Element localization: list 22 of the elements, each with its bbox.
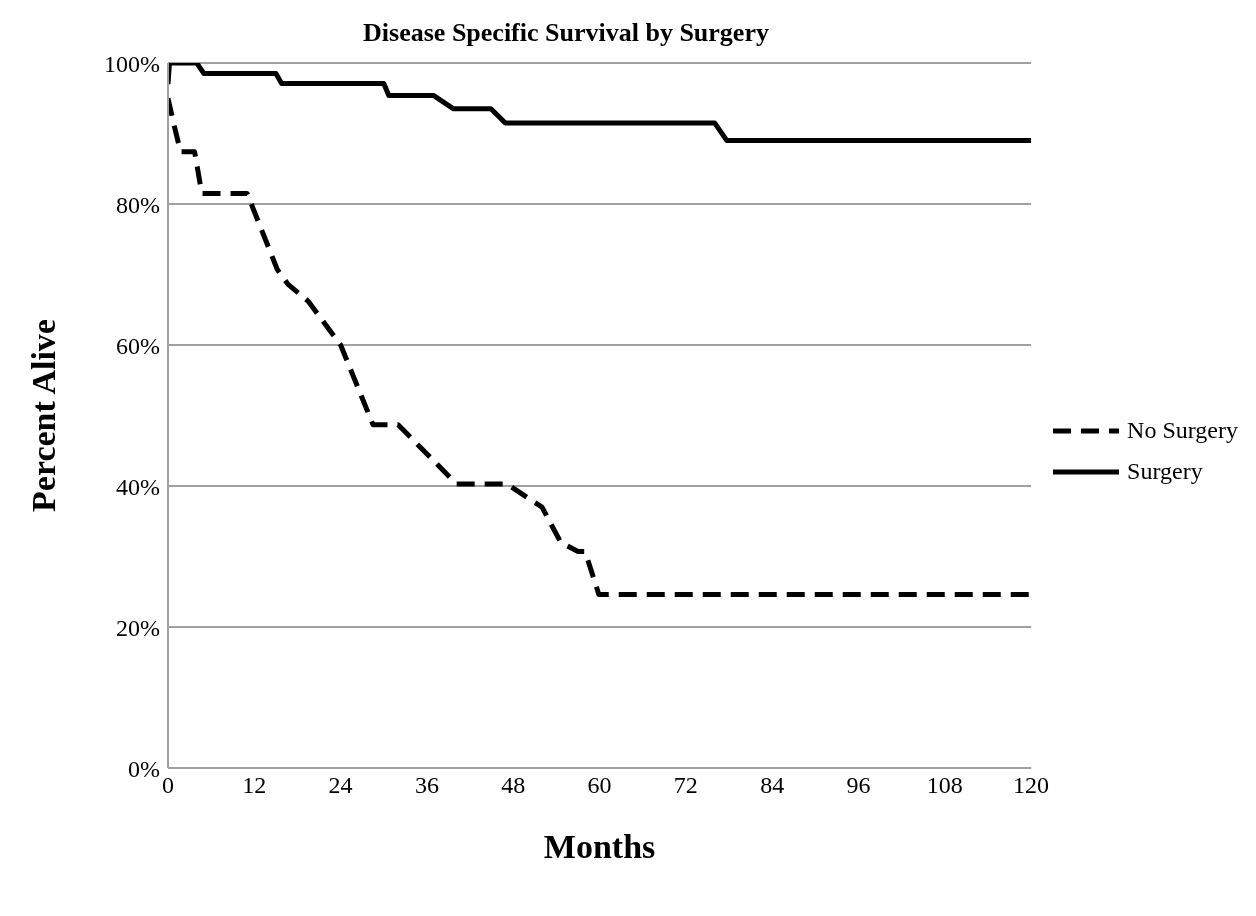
x-axis-title: Months: [543, 828, 656, 865]
x-tick-label: 84: [760, 772, 785, 799]
x-tick-label: 108: [926, 772, 963, 799]
x-tick-label: 0: [162, 772, 174, 799]
x-tick-label: 120: [1013, 772, 1050, 799]
x-tick-label: 60: [587, 772, 612, 799]
y-axis-title: Percent Alive: [25, 319, 63, 512]
y-tick-label: 0%: [128, 755, 160, 782]
y-tick-label: 40%: [116, 473, 160, 500]
y-tick-label: 80%: [116, 191, 160, 218]
x-tick-label: 72: [673, 772, 698, 799]
x-tick-label: 12: [242, 772, 267, 799]
y-tick-label: 20%: [116, 614, 160, 641]
x-tick-label: 96: [846, 772, 871, 799]
y-tick-label: 60%: [116, 332, 160, 359]
legend-label: Surgery: [1127, 458, 1203, 485]
legend-label: No Surgery: [1127, 417, 1238, 444]
y-tick-label: 100%: [104, 50, 160, 77]
chart-title: Disease Specific Survival by Surgery: [362, 18, 770, 48]
x-tick-label: 48: [501, 772, 526, 799]
x-tick-label: 36: [414, 772, 439, 799]
x-tick-label: 24: [328, 772, 353, 799]
